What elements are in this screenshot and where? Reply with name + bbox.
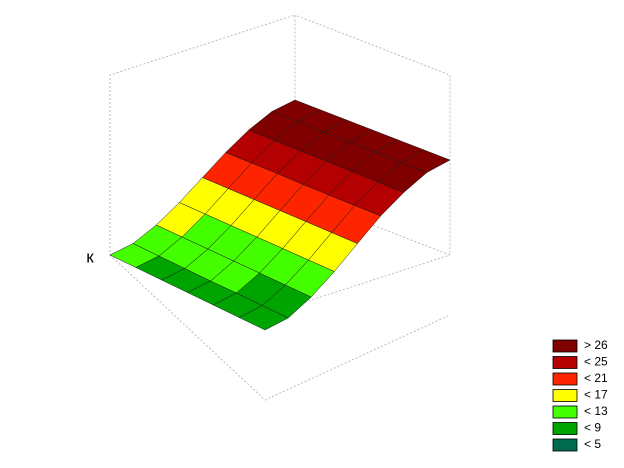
side-wall <box>294 14 451 256</box>
surface-cell <box>400 149 451 173</box>
legend-swatch <box>552 438 578 452</box>
legend-label: > 26 <box>584 338 608 352</box>
legend-swatch <box>552 422 578 435</box>
legend-label: < 5 <box>584 437 601 451</box>
legend-label: < 9 <box>584 421 601 435</box>
legend-label: < 17 <box>584 388 608 402</box>
z-axis-label: к <box>86 247 94 266</box>
legend-swatch <box>552 372 578 386</box>
legend-label: < 21 <box>584 371 608 385</box>
legend-swatch <box>552 405 578 419</box>
floor-front <box>109 254 451 401</box>
legend-swatch <box>552 356 578 369</box>
legend-swatch <box>552 339 578 353</box>
legend-label: < 25 <box>584 355 608 369</box>
legend-label: < 13 <box>584 404 608 418</box>
legend-swatch <box>552 389 578 402</box>
